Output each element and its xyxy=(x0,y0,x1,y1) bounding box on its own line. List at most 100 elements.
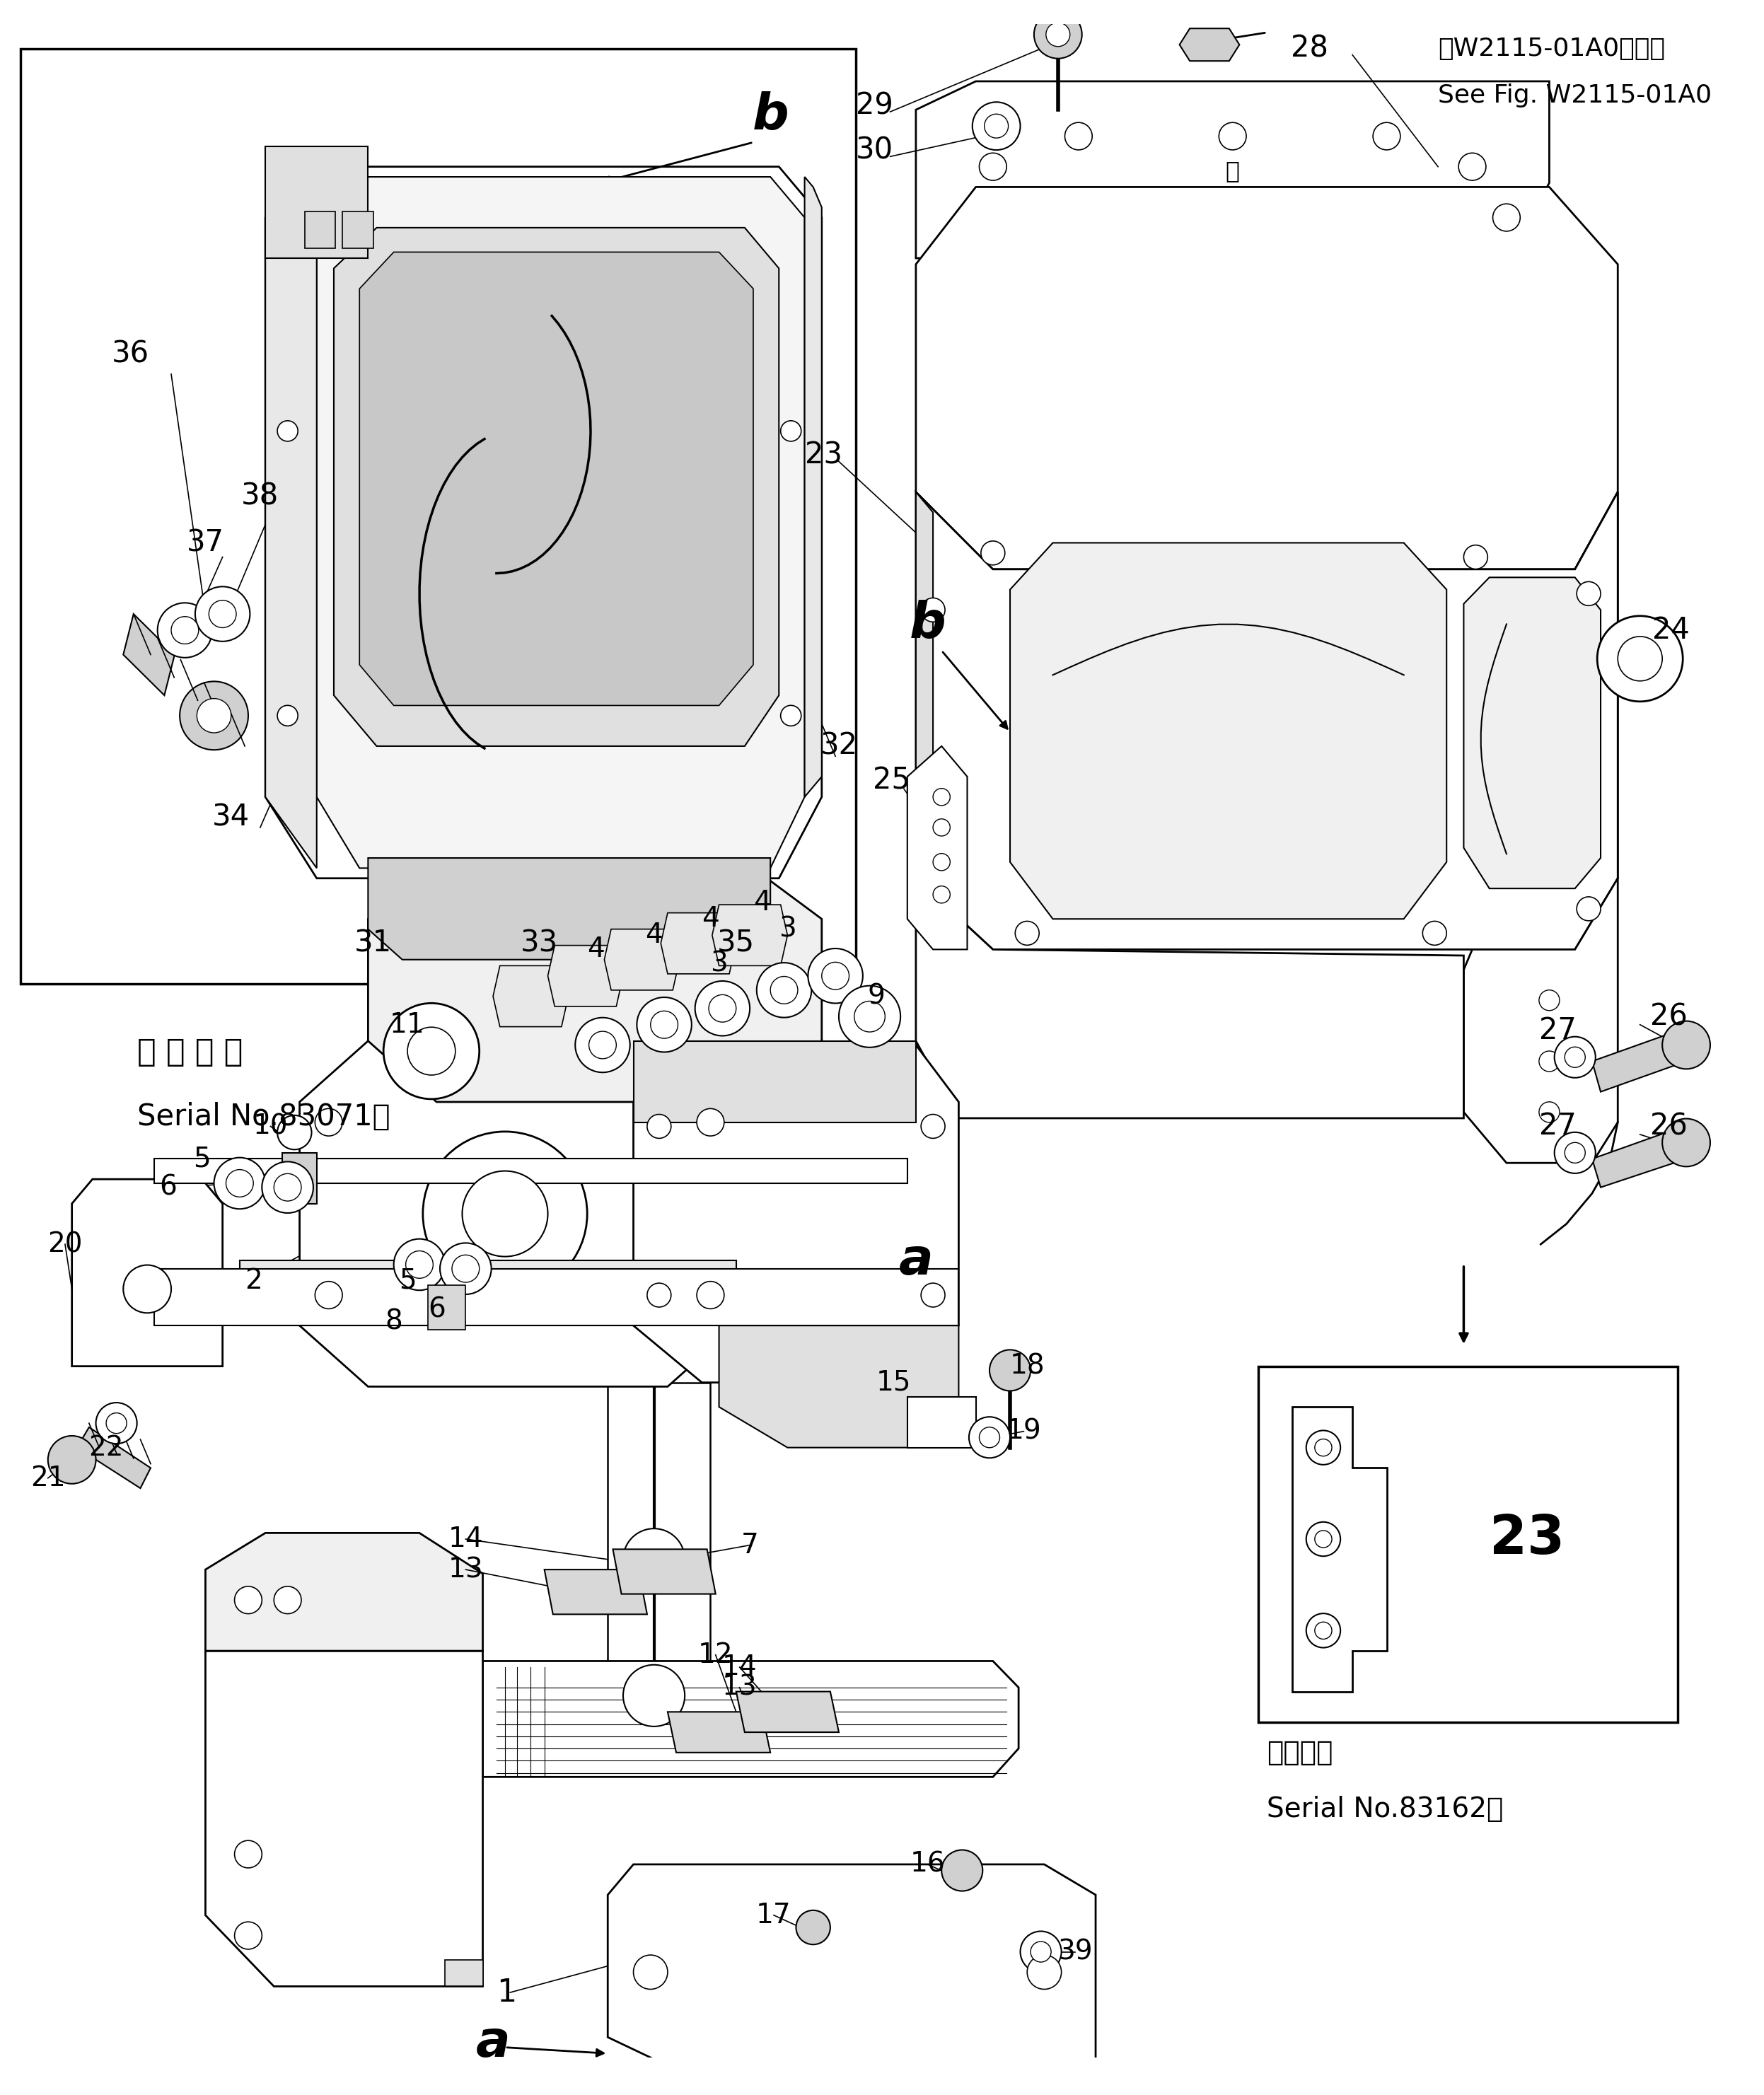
Circle shape xyxy=(933,788,951,804)
Bar xyxy=(429,1284,466,1330)
Circle shape xyxy=(984,113,1009,138)
Polygon shape xyxy=(736,1041,822,1366)
Polygon shape xyxy=(300,1041,736,1387)
Polygon shape xyxy=(205,1534,483,1651)
Bar xyxy=(265,147,369,258)
Circle shape xyxy=(1538,991,1559,1010)
Text: See Fig. W2115-01A0: See Fig. W2115-01A0 xyxy=(1438,84,1711,107)
Circle shape xyxy=(106,1412,127,1433)
Circle shape xyxy=(196,587,250,641)
Text: 25: 25 xyxy=(873,767,910,796)
Circle shape xyxy=(316,1108,342,1135)
Circle shape xyxy=(781,421,801,442)
Polygon shape xyxy=(612,1548,716,1594)
Circle shape xyxy=(383,1004,480,1100)
Circle shape xyxy=(990,1349,1030,1391)
Polygon shape xyxy=(333,228,780,746)
Circle shape xyxy=(757,964,811,1018)
Circle shape xyxy=(1422,922,1446,945)
Circle shape xyxy=(273,1173,302,1200)
Text: 19: 19 xyxy=(1005,1418,1041,1446)
Circle shape xyxy=(1372,122,1401,151)
Circle shape xyxy=(208,601,236,628)
Circle shape xyxy=(1034,10,1081,59)
Text: 11: 11 xyxy=(390,1012,425,1039)
Text: 26: 26 xyxy=(1651,1112,1688,1142)
Circle shape xyxy=(697,1108,725,1135)
Text: 5: 5 xyxy=(194,1146,210,1173)
Circle shape xyxy=(1565,1142,1586,1163)
Bar xyxy=(305,212,335,247)
Text: a: a xyxy=(898,1236,933,1284)
Polygon shape xyxy=(72,1179,222,1366)
Polygon shape xyxy=(1293,1408,1387,1691)
Text: 13: 13 xyxy=(721,1674,757,1701)
Text: 31: 31 xyxy=(355,928,392,957)
Polygon shape xyxy=(916,82,1549,258)
Circle shape xyxy=(1305,1431,1341,1464)
Text: 36: 36 xyxy=(111,339,148,369)
Circle shape xyxy=(277,706,298,725)
Polygon shape xyxy=(1464,578,1600,888)
Bar xyxy=(1258,1366,1678,1722)
Text: 17: 17 xyxy=(757,1902,792,1929)
Text: 20: 20 xyxy=(48,1232,83,1257)
Circle shape xyxy=(1596,616,1683,702)
Text: 27: 27 xyxy=(1540,1016,1577,1045)
Circle shape xyxy=(968,1416,1011,1458)
Circle shape xyxy=(695,980,750,1035)
Circle shape xyxy=(854,1001,886,1033)
Circle shape xyxy=(942,1850,983,1892)
Circle shape xyxy=(277,421,298,442)
Circle shape xyxy=(406,1251,434,1278)
Bar xyxy=(907,1397,975,1448)
Circle shape xyxy=(637,997,691,1052)
Circle shape xyxy=(623,1529,684,1590)
Polygon shape xyxy=(78,1427,150,1487)
Circle shape xyxy=(1662,1020,1711,1068)
Text: 4: 4 xyxy=(753,888,771,916)
Bar xyxy=(342,212,374,247)
Polygon shape xyxy=(265,176,318,867)
Circle shape xyxy=(273,1586,302,1613)
Circle shape xyxy=(1314,1622,1332,1638)
Circle shape xyxy=(981,541,1005,566)
Text: 39: 39 xyxy=(1058,1938,1092,1965)
Text: 26: 26 xyxy=(1651,1001,1688,1031)
Bar xyxy=(21,48,856,985)
Polygon shape xyxy=(907,746,967,949)
Polygon shape xyxy=(609,1383,711,1728)
Polygon shape xyxy=(916,492,933,903)
Text: 第W2115-01A0図参照: 第W2115-01A0図参照 xyxy=(1438,38,1665,61)
Circle shape xyxy=(1219,122,1247,151)
Text: b: b xyxy=(751,92,789,140)
Circle shape xyxy=(48,1435,95,1483)
Text: 30: 30 xyxy=(856,136,894,166)
Polygon shape xyxy=(916,186,1618,570)
Circle shape xyxy=(1577,582,1600,605)
Circle shape xyxy=(95,1404,138,1443)
Circle shape xyxy=(921,597,946,622)
Polygon shape xyxy=(318,176,804,867)
Text: 適用号機: 適用号機 xyxy=(1267,1739,1334,1766)
Polygon shape xyxy=(633,1045,958,1383)
Circle shape xyxy=(822,962,848,989)
Circle shape xyxy=(261,1161,314,1213)
Text: 9: 9 xyxy=(868,983,886,1010)
Circle shape xyxy=(933,819,951,836)
Polygon shape xyxy=(153,1270,958,1326)
Text: 37: 37 xyxy=(187,528,224,557)
Circle shape xyxy=(1565,1048,1586,1068)
Circle shape xyxy=(1030,1942,1051,1963)
Circle shape xyxy=(781,706,801,725)
Text: a: a xyxy=(476,2020,510,2068)
Circle shape xyxy=(1459,153,1485,180)
Circle shape xyxy=(171,616,199,643)
Circle shape xyxy=(1554,1131,1595,1173)
Circle shape xyxy=(575,1018,630,1073)
Polygon shape xyxy=(240,1261,736,1326)
Circle shape xyxy=(921,1115,946,1138)
Text: 3: 3 xyxy=(778,916,796,943)
Polygon shape xyxy=(1575,492,1618,949)
Circle shape xyxy=(462,1171,549,1257)
